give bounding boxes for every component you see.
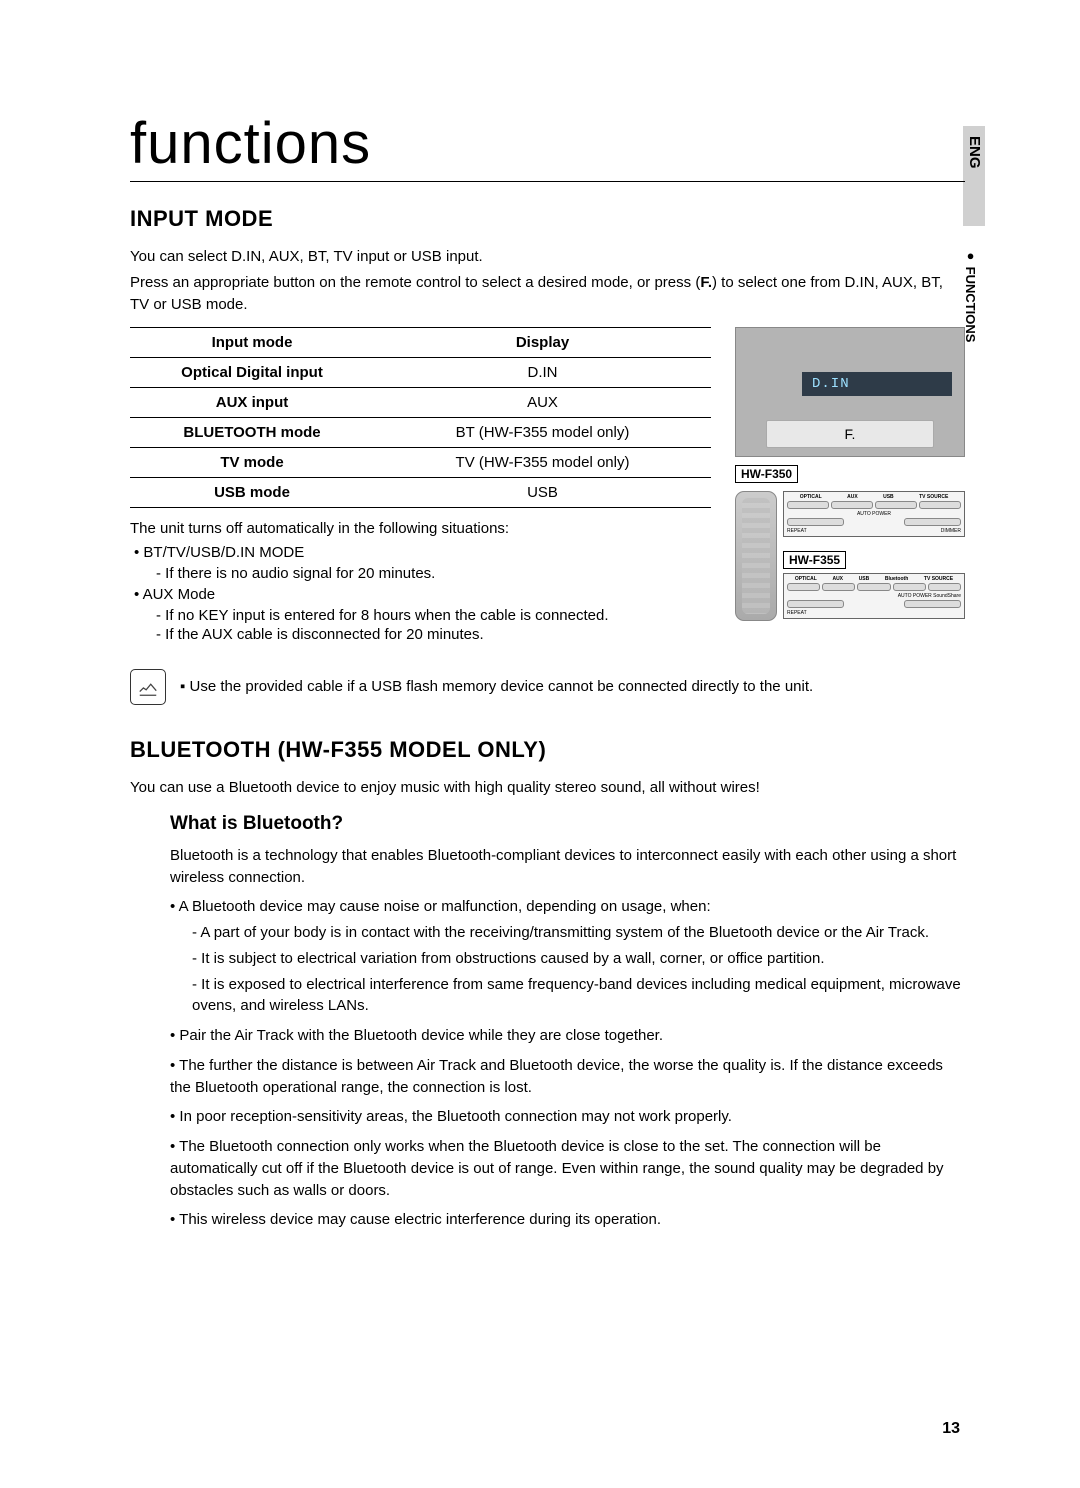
model-355-label: HW-F355 [783,551,846,569]
model-350-label: HW-F350 [735,465,798,483]
list-item: AUX Mode [134,586,711,603]
device-illustration: D.IN F. HW-F350 OPTICALAUXUSBTV SOURCE A… [735,327,965,621]
bt-bullet-5: The Bluetooth connection only works when… [170,1136,965,1201]
note-icon [130,669,166,705]
remote-panel-355: OPTICALAUXUSBBluetoothTV SOURCE AUTO POW… [783,573,965,619]
bt-bullet-2: Pair the Air Track with the Bluetooth de… [170,1025,965,1047]
bluetooth-intro: You can use a Bluetooth device to enjoy … [130,777,965,799]
list-sub-item: A part of your body is in contact with t… [192,922,965,944]
remote-graphic [735,491,777,621]
table-row: USB modeUSB [130,478,711,508]
what-is-bluetooth-heading: What is Bluetooth? [170,813,965,835]
table-row: BLUETOOTH modeBT (HW-F355 model only) [130,418,711,448]
table-row: Optical Digital inputD.IN [130,358,711,388]
page-title: functions [130,110,965,182]
table-row: AUX inputAUX [130,388,711,418]
note-row: ▪ Use the provided cable if a USB flash … [130,669,965,705]
soundbar-display: D.IN [802,372,952,396]
cell-mode: BLUETOOTH mode [130,418,374,448]
list-sub-item: If the AUX cable is disconnected for 20 … [156,626,711,643]
table-row: TV modeTV (HW-F355 model only) [130,448,711,478]
bt-bullet-6: This wireless device may cause electric … [170,1209,965,1231]
bluetooth-heading: BLUETOOTH (HW-F355 MODEL ONLY) [130,737,965,763]
cell-mode: USB mode [130,478,374,508]
cell-mode: Optical Digital input [130,358,374,388]
cell-display: AUX [374,388,711,418]
page-number: 13 [942,1420,960,1438]
cell-mode: AUX input [130,388,374,418]
bt-bullet-1: A Bluetooth device may cause noise or ma… [170,896,965,1017]
auto-off-intro: The unit turns off automatically in the … [130,518,711,540]
list-item: BT/TV/USB/D.IN MODE [134,544,711,561]
soundbar-graphic: D.IN F. [735,327,965,457]
list-sub-item: If no KEY input is entered for 8 hours w… [156,607,711,624]
cell-display: BT (HW-F355 model only) [374,418,711,448]
note-text: ▪ Use the provided cable if a USB flash … [180,676,813,698]
input-mode-table: Input mode Display Optical Digital input… [130,327,711,508]
bluetooth-desc: Bluetooth is a technology that enables B… [170,845,965,889]
bt-bullet-3: The further the distance is between Air … [170,1055,965,1099]
list-sub-item: It is subject to electrical variation fr… [192,948,965,970]
cell-display: USB [374,478,711,508]
cell-display: D.IN [374,358,711,388]
input-mode-heading: INPUT MODE [130,206,965,232]
cell-mode: TV mode [130,448,374,478]
th-mode: Input mode [130,328,374,358]
remote-panel-350: OPTICALAUXUSBTV SOURCE AUTO POWER REPEAT… [783,491,965,537]
list-sub-item: It is exposed to electrical interference… [192,974,965,1018]
input-intro-1: You can select D.IN, AUX, BT, TV input o… [130,246,965,268]
cell-display: TV (HW-F355 model only) [374,448,711,478]
list-sub-item: If there is no audio signal for 20 minut… [156,565,711,582]
th-display: Display [374,328,711,358]
bluetooth-body: Bluetooth is a technology that enables B… [170,845,965,1231]
auto-off-list: BT/TV/USB/D.IN MODE If there is no audio … [134,544,711,643]
input-intro-2: Press an appropriate button on the remot… [130,272,965,316]
bt-bullet-4: In poor reception-sensitivity areas, the… [170,1106,965,1128]
f-button-graphic: F. [766,420,934,448]
